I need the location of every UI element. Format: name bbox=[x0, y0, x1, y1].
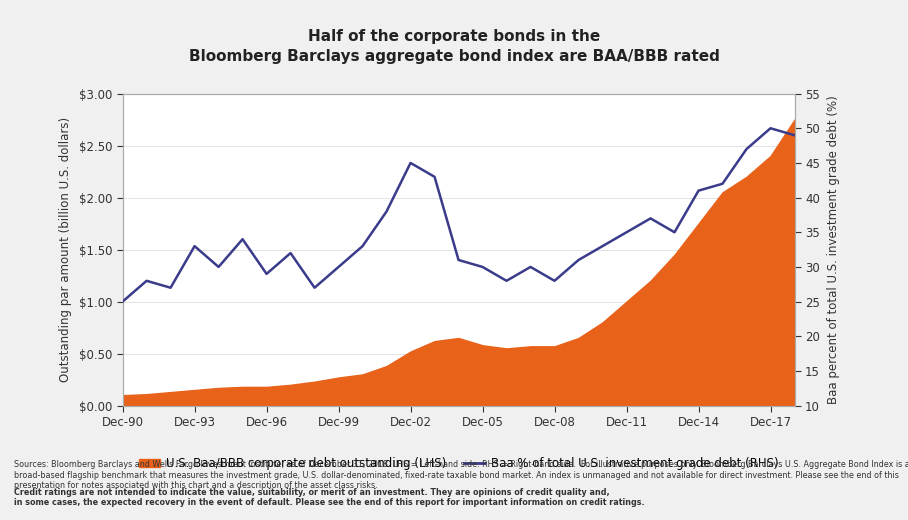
Text: Bloomberg Barclays aggregate bond index are BAA/BBB rated: Bloomberg Barclays aggregate bond index … bbox=[189, 49, 719, 64]
Text: Half of the corporate bonds in the: Half of the corporate bonds in the bbox=[308, 29, 600, 44]
Text: Sources: Bloomberg Barclays and Wells Fargo Investment Institute, as of December: Sources: Bloomberg Barclays and Wells Fa… bbox=[14, 460, 908, 490]
Legend: U.S. Baa/BBB corporate debt outstanding (LHS), Baa % of total U.S. investment gr: U.S. Baa/BBB corporate debt outstanding … bbox=[133, 452, 784, 475]
Y-axis label: Baa percent of total U.S. investment grade debt (%): Baa percent of total U.S. investment gra… bbox=[827, 95, 840, 404]
Text: Credit ratings are not intended to indicate the value, suitability, or merit of : Credit ratings are not intended to indic… bbox=[14, 488, 645, 507]
Y-axis label: Outstanding par amount (billion U.S. dollars): Outstanding par amount (billion U.S. dol… bbox=[59, 117, 72, 382]
